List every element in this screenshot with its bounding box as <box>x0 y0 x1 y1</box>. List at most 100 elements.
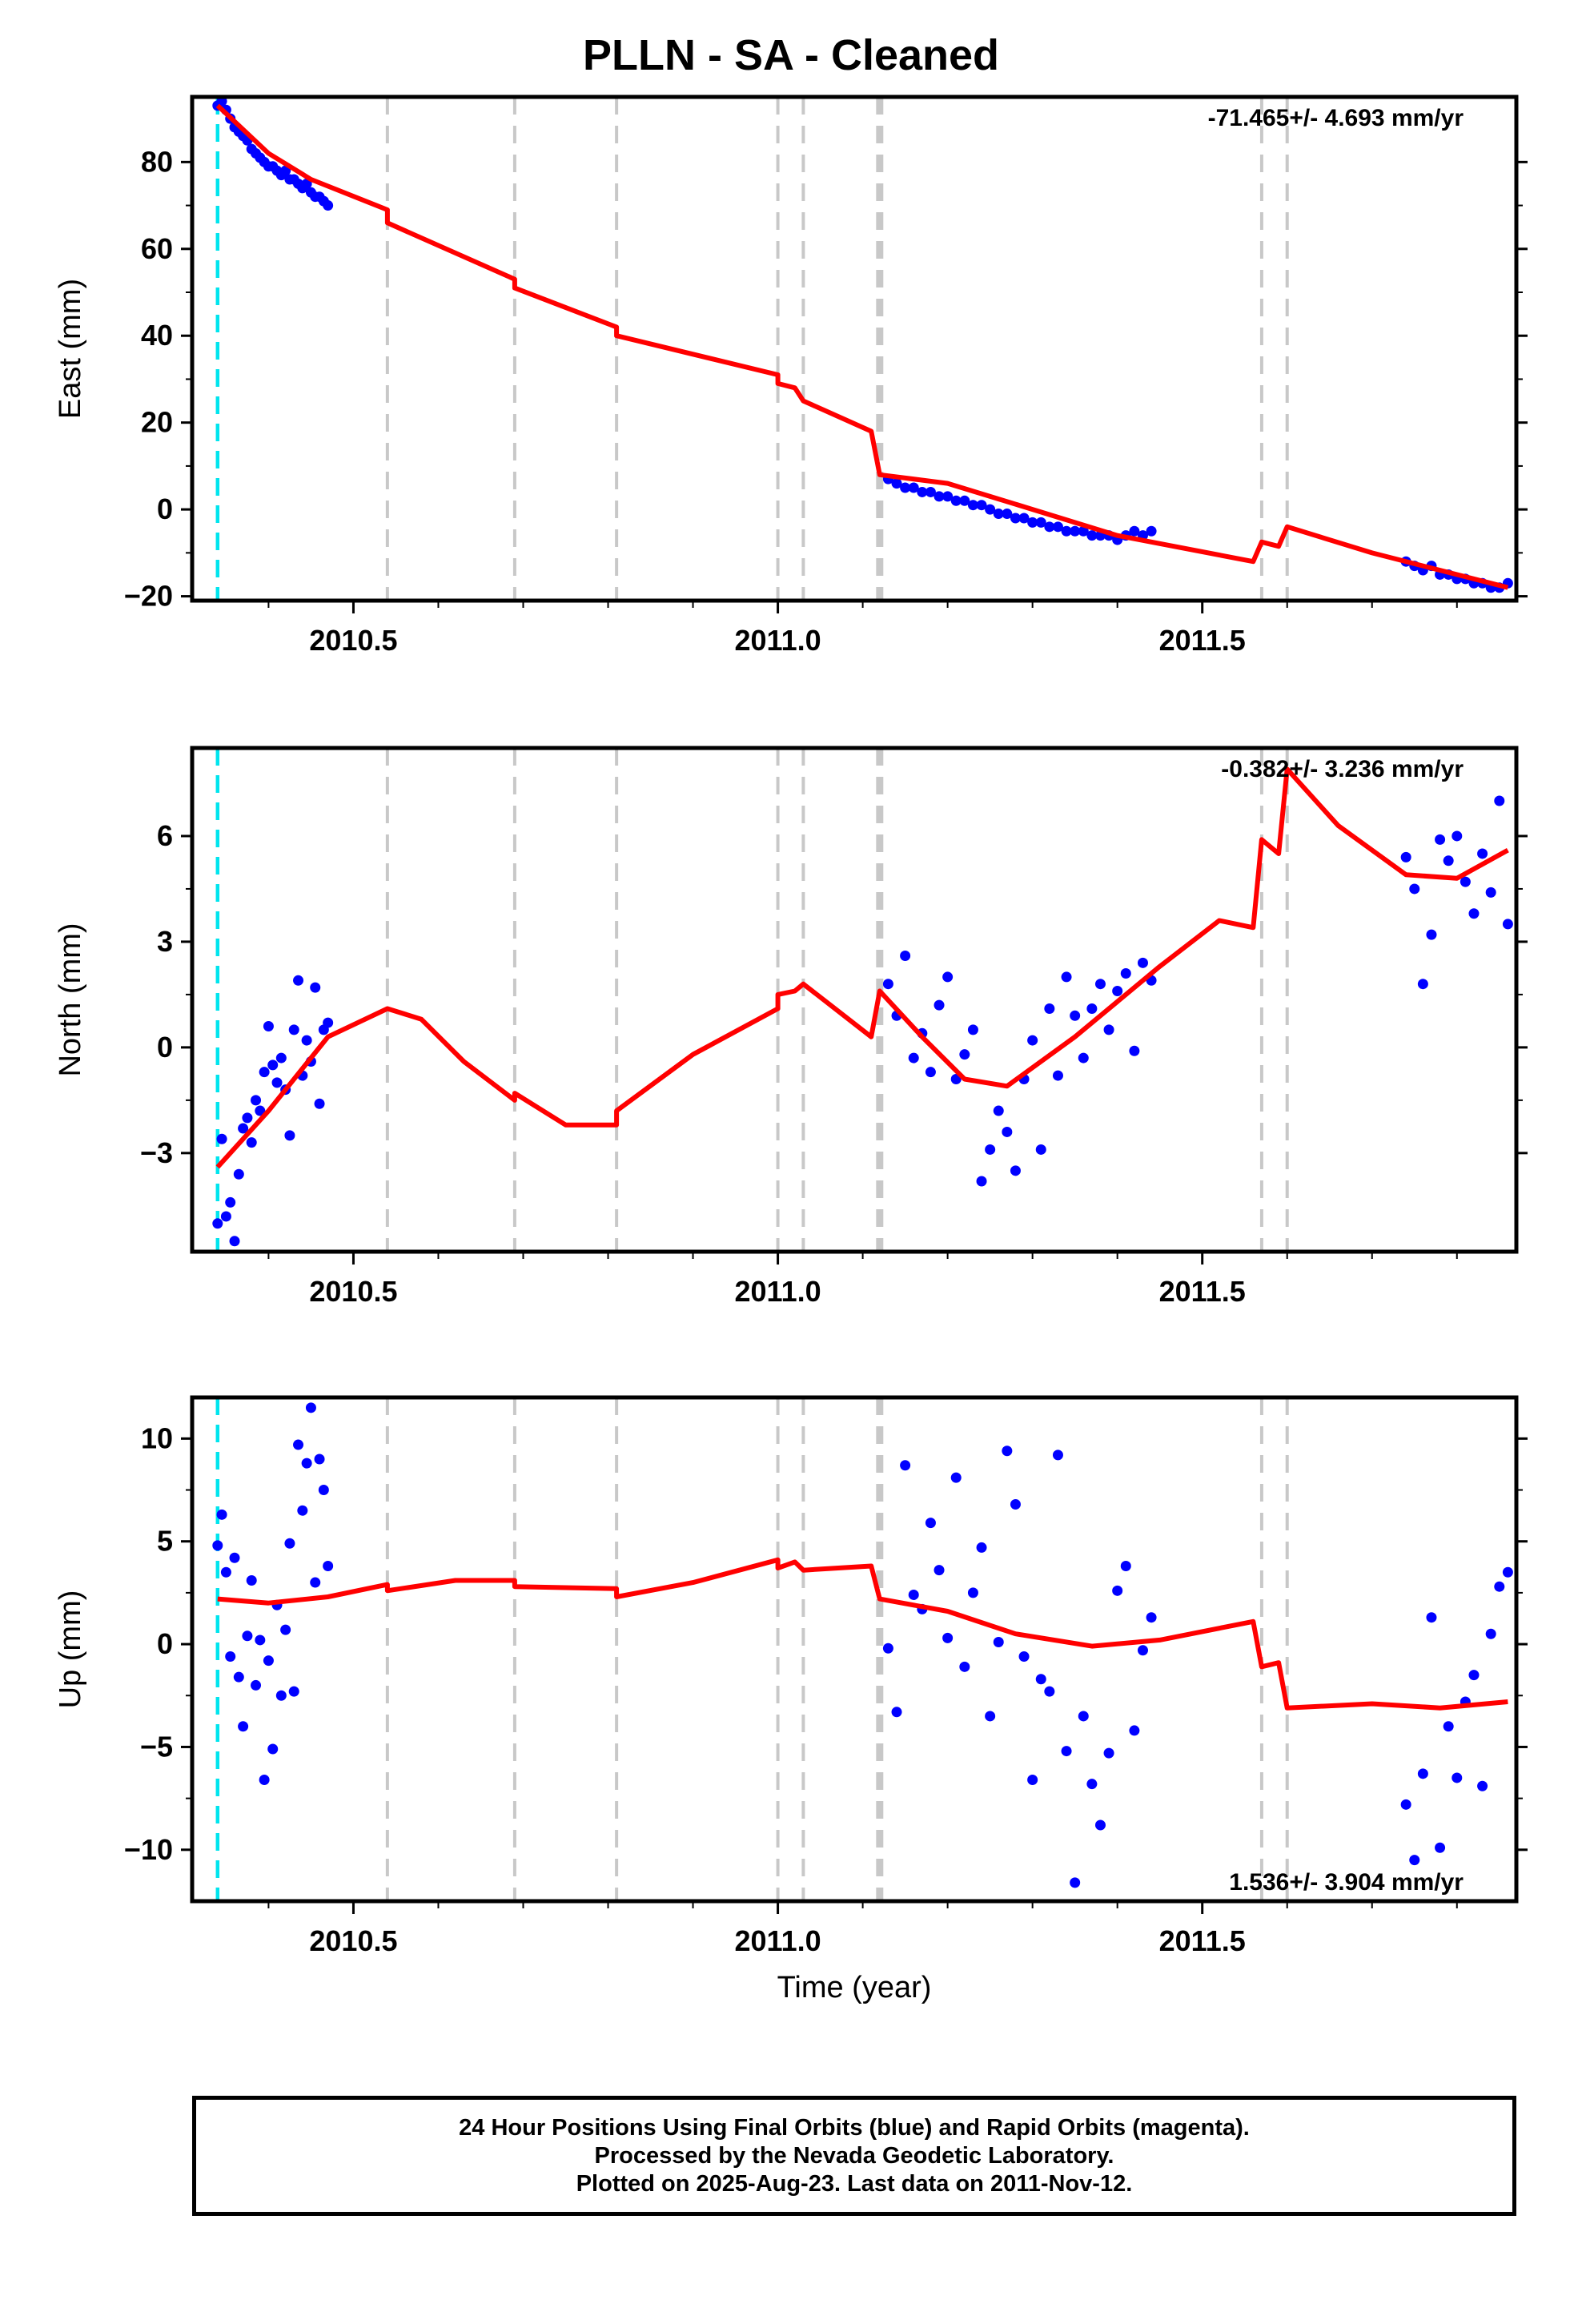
data-point <box>238 1123 249 1134</box>
y-tick-label: −3 <box>140 1136 173 1169</box>
data-point <box>1010 1165 1021 1176</box>
data-point <box>1027 517 1038 528</box>
data-point <box>1094 979 1106 990</box>
data-point <box>323 1561 334 1572</box>
y-tick-label: 10 <box>141 1421 173 1454</box>
data-point <box>233 1671 244 1683</box>
data-point <box>1044 1003 1055 1014</box>
data-point <box>288 1024 299 1035</box>
data-point <box>220 1211 231 1222</box>
data-point <box>275 1690 287 1701</box>
footer-box: 24 Hour Positions Using Final Orbits (bl… <box>192 2096 1516 2216</box>
panel-1: −20 0 20 40 60 80 2010.5 2011.0 2011.5 East (mm) -… <box>54 94 1528 657</box>
y-axis-title: East (mm) <box>54 279 87 419</box>
data-point <box>1435 834 1446 845</box>
data-point <box>1129 1725 1140 1736</box>
y-tick-label: 0 <box>157 1627 173 1660</box>
data-point <box>908 1052 919 1063</box>
data-point <box>1070 525 1081 537</box>
plot-area <box>212 97 1513 601</box>
x-tick-label: 2011.5 <box>1159 624 1246 657</box>
data-point <box>1018 513 1030 524</box>
data-point <box>934 1565 945 1576</box>
x-tick-label: 2011.0 <box>735 1275 821 1308</box>
data-point <box>942 971 954 983</box>
data-point <box>301 1458 312 1469</box>
data-point <box>959 495 970 506</box>
x-tick-label: 2010.5 <box>309 624 397 657</box>
data-point <box>259 1067 270 1078</box>
data-point <box>1094 1819 1106 1831</box>
data-point <box>1052 1070 1063 1081</box>
data-point <box>1044 521 1055 533</box>
data-point <box>1027 1775 1038 1786</box>
y-tick-label: −5 <box>140 1730 173 1763</box>
data-point <box>255 1634 266 1646</box>
data-point <box>271 1077 283 1088</box>
data-point <box>233 1168 244 1180</box>
data-point <box>959 1661 970 1672</box>
data-point <box>1112 1585 1123 1596</box>
data-point <box>267 1743 279 1755</box>
y-tick-label: 40 <box>141 319 173 352</box>
data-point <box>212 1218 223 1229</box>
data-point <box>1010 1499 1021 1510</box>
data-point <box>1070 1877 1081 1888</box>
panel-frame <box>190 1395 1519 1904</box>
y-tick-label: 80 <box>141 145 173 178</box>
data-point <box>318 1485 329 1496</box>
data-point <box>967 1587 978 1598</box>
data-point <box>925 1067 936 1078</box>
panel-frame <box>190 94 1519 603</box>
data-point <box>1502 919 1513 930</box>
data-point <box>993 1105 1004 1116</box>
data-point <box>1460 876 1471 887</box>
plot-area <box>212 748 1513 1252</box>
y-tick-label: 0 <box>157 1031 173 1063</box>
data-point <box>925 486 936 497</box>
data-point <box>216 1133 227 1144</box>
data-point <box>1086 1003 1098 1014</box>
data-point <box>950 1472 962 1483</box>
data-point <box>1452 830 1463 842</box>
data-point <box>985 1711 996 1722</box>
data-point <box>1103 1747 1114 1759</box>
data-point <box>993 509 1004 520</box>
data-point <box>275 1052 287 1063</box>
data-point <box>216 1509 227 1520</box>
data-point <box>917 486 928 497</box>
data-point <box>220 1566 231 1578</box>
model-line <box>217 1557 1508 1711</box>
data-point <box>267 1059 279 1071</box>
y-tick-label: 20 <box>141 406 173 439</box>
data-point <box>925 1518 936 1529</box>
data-point <box>1129 1045 1140 1056</box>
data-point <box>1120 1561 1131 1572</box>
data-point <box>1052 521 1063 533</box>
data-point <box>967 1024 978 1035</box>
data-point <box>293 1439 304 1450</box>
data-point <box>1078 525 1089 537</box>
data-point <box>1044 1686 1055 1697</box>
panel-2: −3 0 3 6 2010.5 2011.0 2011.5 North (mm) -0.382+… <box>54 746 1528 1308</box>
rate-label: -0.382+/- 3.236 mm/yr <box>1221 756 1464 782</box>
data-point <box>1452 1772 1463 1783</box>
data-point <box>284 1130 295 1141</box>
data-point <box>255 1105 266 1116</box>
data-point <box>900 482 911 493</box>
data-point <box>242 1112 253 1124</box>
data-point <box>1070 1010 1081 1021</box>
data-point <box>1146 525 1157 537</box>
data-point <box>225 1196 236 1208</box>
y-tick-label: 3 <box>157 925 173 958</box>
data-point <box>1061 525 1072 537</box>
footer-line-3: Plotted on 2025-Aug-23. Last data on 201… <box>576 2171 1133 2197</box>
data-point <box>297 1505 308 1516</box>
data-point <box>1477 848 1488 859</box>
data-point <box>212 1540 223 1551</box>
data-point <box>1137 1645 1148 1656</box>
data-point <box>985 504 996 515</box>
data-point <box>1409 883 1420 895</box>
data-point <box>934 999 945 1011</box>
